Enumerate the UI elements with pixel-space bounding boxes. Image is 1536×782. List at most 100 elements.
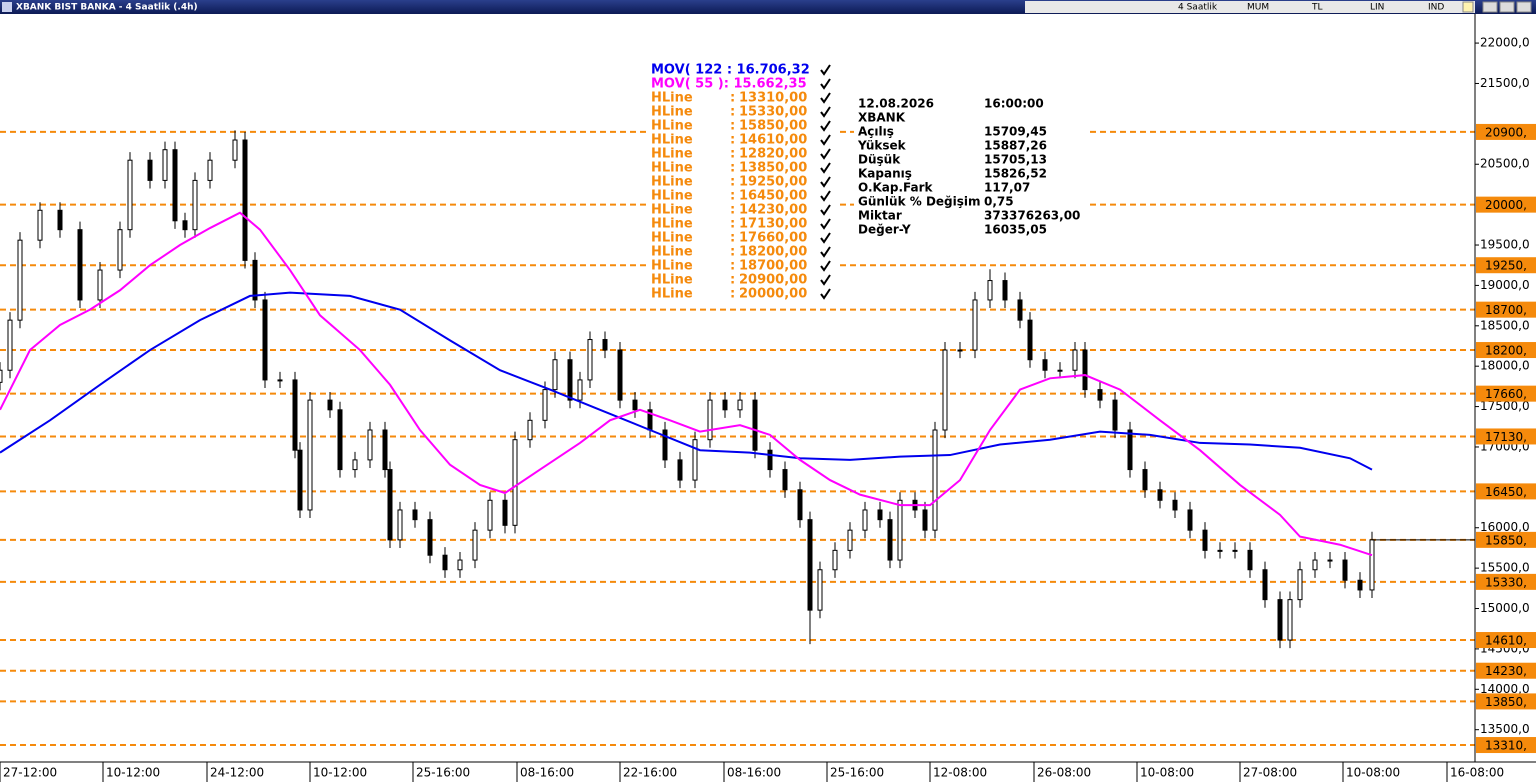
info-value: 0,75 (984, 195, 1014, 209)
x-tick-label: 25-16:00 (416, 766, 470, 780)
candle-body (737, 399, 743, 411)
candle-body (147, 159, 153, 181)
candle-body (277, 379, 283, 382)
h-line-tag (1476, 737, 1536, 754)
legend-separator: : (730, 175, 735, 190)
h-line-tag-label: 15330, (1485, 575, 1527, 589)
h-line-tag-label: 18700, (1485, 303, 1527, 317)
visibility-check (820, 176, 831, 188)
candle-body (1262, 569, 1268, 601)
legend-separator: : (730, 217, 735, 232)
visibility-check (820, 274, 831, 286)
legend-value: 14230,00 (739, 203, 807, 218)
candle-body (77, 229, 83, 301)
h-line-tag (1476, 531, 1536, 548)
h-line-tag (1476, 301, 1536, 318)
info-value: 373376263,00 (984, 209, 1080, 223)
candle-body (817, 569, 823, 611)
h-line-tag (1476, 385, 1536, 402)
legend-value: 20900,00 (739, 273, 807, 288)
info-label: Kapanış (858, 167, 912, 181)
legend-separator: : (730, 287, 735, 302)
candle-body (602, 339, 608, 351)
candle-body (1297, 569, 1303, 601)
legend-entry: MOV( 55 ): 15.662,35 (651, 77, 807, 92)
h-line-tag (1476, 196, 1536, 213)
candle-body (307, 399, 313, 511)
candle-body (1187, 509, 1193, 531)
candle-body (1172, 499, 1178, 511)
candle-body (387, 469, 393, 541)
candle-body (1072, 349, 1078, 371)
legend-value: 17130,00 (739, 217, 807, 232)
legend-separator: : (730, 133, 735, 148)
candle-body (1082, 349, 1088, 391)
legend-value: 15850,00 (739, 119, 807, 134)
legend-separator: : (730, 161, 735, 176)
candle-body (262, 299, 268, 381)
legend-separator: : (730, 259, 735, 274)
legend-value: 18700,00 (739, 259, 807, 274)
y-tick-label: 15500,0 (1480, 561, 1530, 575)
close-button[interactable] (1516, 1, 1532, 13)
legend-value: 13850,00 (739, 161, 807, 176)
legend-separator: : (730, 189, 735, 204)
maximize-button[interactable] (1499, 1, 1515, 13)
candle-body (807, 519, 813, 611)
legend-value: 16450,00 (739, 189, 807, 204)
candle-body (567, 359, 573, 401)
candle-body (832, 549, 838, 571)
y-tick-label: 16000,0 (1480, 520, 1530, 534)
candle-body (232, 139, 238, 161)
toolbar-item: MUM (1247, 3, 1269, 13)
candle-body (1217, 549, 1223, 552)
info-value: 15705,13 (984, 153, 1047, 167)
moving-average-line (0, 291, 1373, 471)
legend-entry: HLine (651, 161, 693, 176)
legend-value: 17660,00 (739, 231, 807, 246)
h-line-tag (1476, 123, 1536, 140)
candle-body (957, 349, 963, 352)
toolbar-button[interactable] (1462, 1, 1474, 13)
legend-entry: HLine (651, 217, 693, 232)
x-tick-label: 10-08:00 (1346, 766, 1400, 780)
toolbar-item: 4 Saatlik (1178, 3, 1218, 13)
visibility-check (820, 162, 831, 174)
h-line-tag-label: 20900, (1485, 125, 1527, 139)
x-tick-label: 25-16:00 (830, 766, 884, 780)
info-date: 12.08.2026 (858, 97, 934, 111)
legend-entry: HLine (651, 91, 693, 106)
legend-value: 12820,00 (739, 147, 807, 162)
candle-body (1232, 549, 1238, 552)
x-tick-label: 10-12:00 (106, 766, 160, 780)
candle-body (877, 509, 883, 521)
y-tick-label: 17500,0 (1480, 399, 1530, 413)
info-label: Yüksek (857, 139, 907, 153)
info-value: 117,07 (984, 181, 1030, 195)
candle-body (207, 159, 213, 181)
minimize-button[interactable] (1482, 1, 1498, 13)
candle-body (292, 379, 298, 451)
y-tick-label: 19000,0 (1480, 278, 1530, 292)
info-value: 15887,26 (984, 139, 1047, 153)
candle-body (1369, 539, 1375, 591)
visibility-check (820, 92, 831, 104)
h-line-tag-label: 15850, (1485, 533, 1527, 547)
legend-value: 13310,00 (739, 91, 807, 106)
visibility-check (820, 246, 831, 258)
x-tick-label: 26-08:00 (1037, 766, 1091, 780)
h-line-tag-label: 18200, (1485, 344, 1527, 358)
candle-body (972, 299, 978, 351)
toolbar-item: IND (1428, 3, 1444, 13)
h-line-tag-label: 16450, (1485, 485, 1527, 499)
candle-body (1247, 549, 1253, 571)
candle-body (797, 489, 803, 521)
candle-body (1342, 559, 1348, 581)
h-line-tag (1476, 342, 1536, 359)
window-title: XBANK BIST BANKA - 4 Saatlik (.4h) (16, 3, 198, 13)
visibility-check (820, 120, 831, 132)
h-line-tag (1476, 257, 1536, 274)
legend-entry: HLine (651, 133, 693, 148)
candle-body (0, 369, 3, 383)
